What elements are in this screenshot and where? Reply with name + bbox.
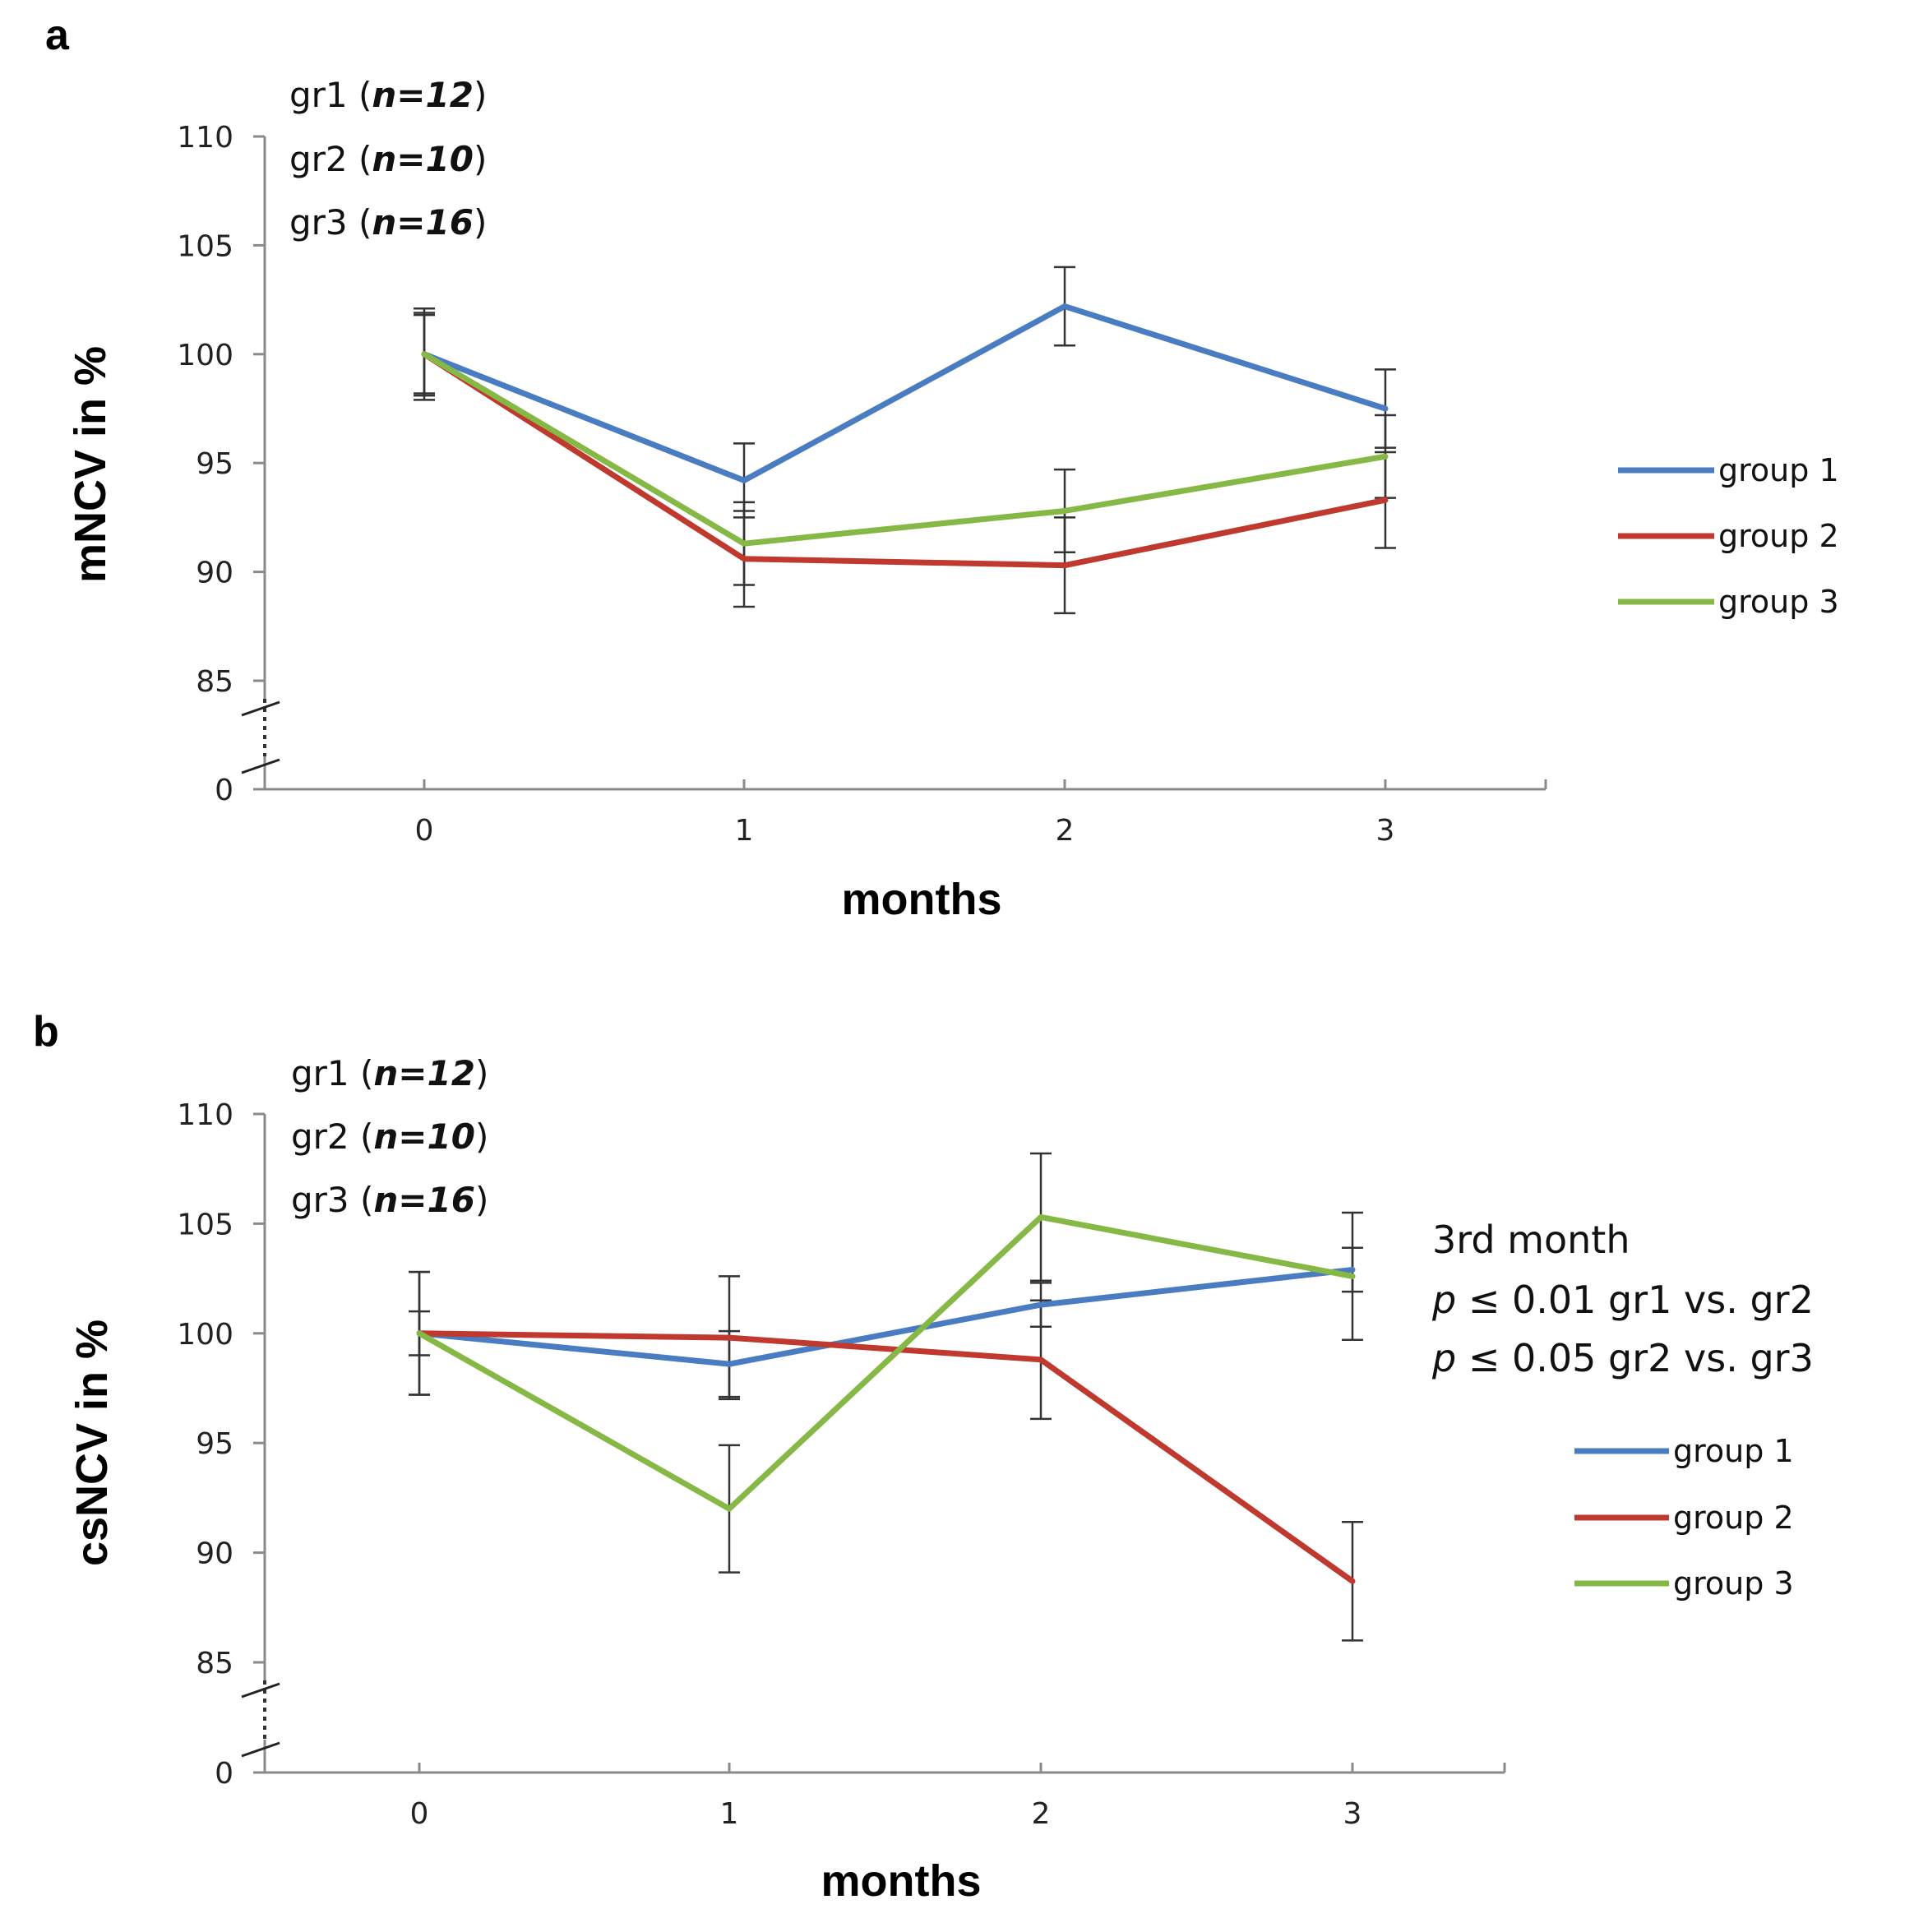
group-size-name: gr1 <box>289 75 348 115</box>
annotation-line: p ≤ 0.01 gr1 vs. gr2 <box>1431 1278 1814 1322</box>
legend-label: group 3 <box>1718 584 1839 620</box>
paren: ( <box>349 1180 374 1220</box>
legend-label: group 1 <box>1718 452 1839 488</box>
x-tick-label: 2 <box>1056 814 1075 848</box>
y-tick-label: 85 <box>196 665 233 699</box>
group-size-n: n=16 <box>373 1180 475 1220</box>
p-symbol: p <box>1431 1278 1456 1322</box>
group-size-name: gr1 <box>291 1053 349 1093</box>
x-tick-label: 0 <box>415 814 434 848</box>
paren: ( <box>348 75 372 115</box>
legend-label: group 3 <box>1673 1565 1794 1602</box>
paren: ( <box>349 1116 374 1157</box>
legend-label: group 2 <box>1718 518 1839 554</box>
series-line-group-1 <box>421 303 1389 483</box>
group-size-label: gr1 (n=12) <box>291 1053 488 1093</box>
group-size-name: gr3 <box>291 1180 349 1220</box>
p-symbol: p <box>1431 1336 1456 1380</box>
x-tick-label: 1 <box>735 814 754 848</box>
group-size-name: gr2 <box>289 139 348 179</box>
group-size-n: n=16 <box>372 202 474 243</box>
y-tick-label: 90 <box>196 1537 233 1571</box>
panel-a: a 110 105 100 95 90 85 0 0 1 2 3 months mNCV in % gr1 … <box>45 12 1839 924</box>
y-tick-label: 0 <box>215 1757 233 1791</box>
y-tick-label: 105 <box>177 1208 233 1241</box>
group-size-label: gr1 (n=12) <box>289 75 487 115</box>
legend-label: group 2 <box>1673 1500 1794 1536</box>
axis-break-mark <box>241 1741 280 1758</box>
panel-b: b 110 105 100 95 90 85 0 0 1 2 3 months csNCV in % gr1… <box>33 1008 1814 1906</box>
y-axis-title: mNCV in % <box>66 346 115 583</box>
x-tick-label: 1 <box>720 1797 739 1831</box>
series-line-group-1 <box>416 1266 1356 1367</box>
group-size-n: n=10 <box>373 1116 475 1157</box>
x-tick-label: 3 <box>1343 1797 1362 1831</box>
paren: ) <box>474 139 487 179</box>
x-tick-label: 2 <box>1032 1797 1051 1831</box>
y-tick-label: 105 <box>177 229 233 263</box>
group-size-n: n=12 <box>373 1053 475 1093</box>
y-tick-label: 85 <box>196 1647 233 1680</box>
annotation-title: 3rd month <box>1432 1218 1630 1262</box>
group-size-label: gr3 (n=16) <box>291 1180 488 1220</box>
paren: ( <box>348 202 372 243</box>
group-size-n: n=10 <box>372 139 474 179</box>
group-size-label: gr2 (n=10) <box>291 1116 488 1157</box>
series-line-group-3 <box>416 1213 1356 1512</box>
y-tick-label: 95 <box>196 447 233 481</box>
x-axis-title: months <box>821 1856 982 1906</box>
y-axis-title: csNCV in % <box>67 1320 117 1566</box>
axis-break-mark <box>241 1682 280 1699</box>
axis-break-mark <box>241 700 280 717</box>
annotation-line: p ≤ 0.05 gr2 vs. gr3 <box>1431 1336 1814 1380</box>
paren: ( <box>349 1053 374 1093</box>
legend-label: group 1 <box>1673 1433 1794 1469</box>
axis-break-mark <box>241 758 280 774</box>
paren: ( <box>348 139 372 179</box>
series-line-group-2 <box>416 1330 1356 1584</box>
y-tick-label: 0 <box>215 774 233 807</box>
series-line-group-2 <box>421 351 1389 569</box>
y-tick-label: 110 <box>177 121 233 155</box>
panel-label: a <box>45 12 70 59</box>
annotation-text: ≤ 0.05 gr2 vs. gr3 <box>1456 1336 1814 1380</box>
y-tick-label: 100 <box>177 339 233 372</box>
group-size-label: gr2 (n=10) <box>289 139 487 179</box>
y-tick-label: 100 <box>177 1318 233 1352</box>
paren: ) <box>475 1053 488 1093</box>
group-size-name: gr3 <box>289 202 348 243</box>
x-tick-label: 3 <box>1376 814 1395 848</box>
y-tick-label: 110 <box>177 1098 233 1132</box>
annotation-text: ≤ 0.01 gr1 vs. gr2 <box>1456 1278 1814 1322</box>
paren: ) <box>474 202 487 243</box>
panel-label: b <box>33 1008 59 1056</box>
x-axis-title: months <box>842 875 1002 924</box>
group-size-label: gr3 (n=16) <box>289 202 487 243</box>
group-size-n: n=12 <box>372 75 474 115</box>
x-tick-label: 0 <box>410 1797 429 1831</box>
y-tick-label: 95 <box>196 1427 233 1461</box>
paren: ) <box>475 1116 488 1157</box>
series-line-group-3 <box>421 351 1389 547</box>
group-size-name: gr2 <box>291 1116 349 1157</box>
paren: ) <box>475 1180 488 1220</box>
paren: ) <box>474 75 487 115</box>
y-tick-label: 90 <box>196 557 233 590</box>
